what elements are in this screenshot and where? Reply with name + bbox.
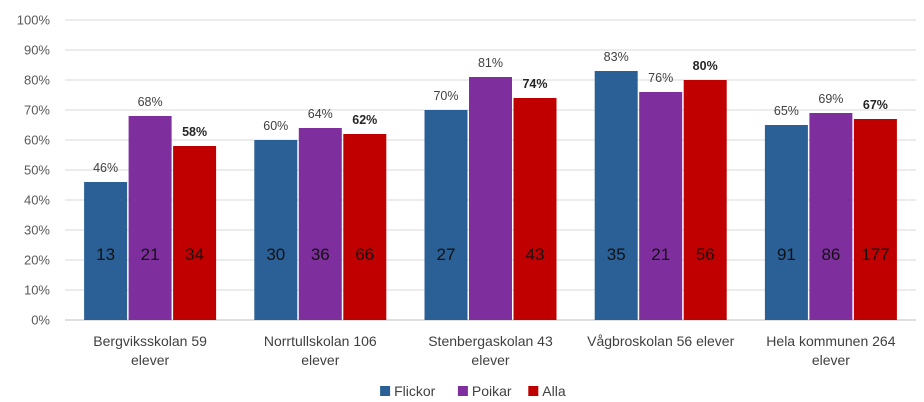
y-tick-label: 40% (24, 193, 50, 208)
x-tick-label: Vågbroskolan 56 elever (587, 333, 734, 349)
bar-alla (173, 146, 217, 320)
bar-flickor (254, 140, 298, 320)
y-tick-label: 80% (24, 73, 50, 88)
count-label: 66 (355, 245, 374, 264)
count-label: 34 (185, 245, 204, 264)
legend: Flickor Poikar Alla (380, 383, 566, 399)
count-label: 43 (526, 245, 545, 264)
bars (84, 71, 897, 320)
x-tick-label: elever (812, 352, 850, 368)
percent-label: 67% (863, 98, 888, 112)
count-label: 56 (696, 245, 715, 264)
x-tick-label: Bergviksskolan 59 (93, 333, 207, 349)
percent-label: 46% (93, 161, 118, 175)
bar-poikar (298, 128, 342, 320)
count-label: 13 (96, 245, 115, 264)
percent-label: 68% (138, 95, 163, 109)
x-tick-label: elever (301, 352, 339, 368)
count-label: 21 (651, 245, 670, 264)
count-label: 91 (777, 245, 796, 264)
bar-poikar (639, 92, 683, 320)
y-axis: 0% 10% 20% 30% 40% 50% 60% 70% 80% 90% 100% (17, 13, 51, 328)
x-tick-label: Stenbergaskolan 43 (428, 333, 553, 349)
y-tick-label: 100% (17, 13, 51, 28)
bar-alla (853, 119, 897, 320)
y-tick-label: 90% (24, 43, 50, 58)
percent-label: 74% (522, 77, 547, 91)
bar-alla (513, 98, 557, 320)
percent-label: 65% (774, 104, 799, 118)
y-tick-label: 60% (24, 133, 50, 148)
count-label: 86 (821, 245, 840, 264)
legend-swatch-poikar (457, 386, 468, 396)
legend-swatch-flickor (380, 386, 391, 396)
bar-flickor (764, 125, 808, 320)
legend-label-flickor: Flickor (394, 383, 436, 399)
y-tick-label: 20% (24, 253, 50, 268)
percent-label: 70% (433, 89, 458, 103)
count-label: 27 (437, 245, 456, 264)
bar-alla (683, 80, 727, 320)
x-tick-label: elever (471, 352, 509, 368)
percent-label: 81% (478, 56, 503, 70)
y-tick-label: 30% (24, 223, 50, 238)
percent-label: 64% (308, 107, 333, 121)
bar-flickor (594, 71, 638, 320)
legend-label-poikar: Poikar (472, 383, 512, 399)
count-label: 21 (141, 245, 160, 264)
percent-label: 80% (693, 59, 718, 73)
bar-poikar (809, 113, 853, 320)
count-label: 177 (861, 245, 889, 264)
y-tick-label: 0% (31, 313, 50, 328)
percent-label: 58% (182, 125, 207, 139)
x-axis: Bergviksskolan 59 elever Norrtullskolan 10… (93, 333, 895, 368)
y-tick-label: 10% (24, 283, 50, 298)
legend-label-alla: Alla (542, 383, 566, 399)
percent-label: 83% (604, 50, 629, 64)
bar-flickor (424, 110, 468, 320)
bar-flickor (84, 182, 128, 320)
bar-poikar (128, 116, 172, 320)
y-tick-label: 70% (24, 103, 50, 118)
count-label: 30 (266, 245, 285, 264)
percent-label: 60% (263, 119, 288, 133)
bar-alla (343, 134, 387, 320)
count-label: 36 (311, 245, 330, 264)
x-tick-label: elever (131, 352, 169, 368)
percent-label: 62% (352, 113, 377, 127)
data-labels: 46% 13 68% 21 58% 34 60% 30 64% 36 62% 66 70% 27 81% 74… (93, 50, 890, 264)
count-label: 35 (607, 245, 626, 264)
bar-poikar (469, 77, 512, 320)
percent-label: 76% (648, 71, 673, 85)
percent-label: 69% (818, 92, 843, 106)
legend-swatch-alla (528, 386, 539, 396)
x-tick-label: Hela kommunen 264 (766, 333, 895, 349)
y-tick-label: 50% (24, 163, 50, 178)
x-tick-label: Norrtullskolan 106 (264, 333, 377, 349)
